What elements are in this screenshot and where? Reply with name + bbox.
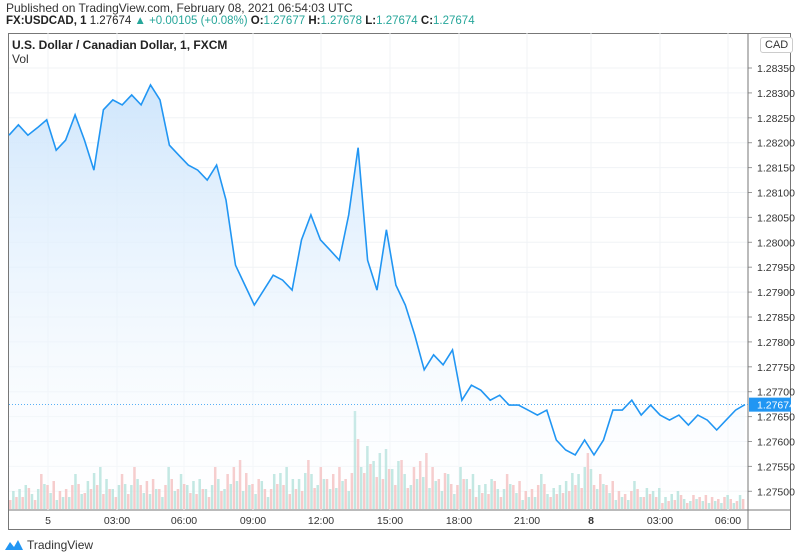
x-tick-label: 09:00 bbox=[240, 515, 266, 527]
change: +0.00105 (+0.08%) bbox=[149, 15, 248, 27]
currency-badge[interactable]: CAD bbox=[760, 37, 794, 53]
y-tick-label: 1.27700 bbox=[757, 387, 795, 399]
price-area-fill bbox=[9, 84, 745, 510]
last-price: 1.27674 bbox=[89, 15, 132, 27]
tradingview-logo[interactable]: TradingView bbox=[4, 538, 93, 552]
volume-label: Vol bbox=[12, 52, 29, 66]
y-tick-label: 1.27500 bbox=[757, 486, 795, 498]
x-tick-label: 8 bbox=[588, 515, 594, 527]
y-tick-label: 1.28100 bbox=[757, 188, 795, 200]
x-tick-label: 5 bbox=[45, 515, 51, 527]
symbol-info: FX:USDCAD, 1 1.27674 ▲ +0.00105 (+0.08%)… bbox=[6, 15, 475, 27]
y-tick-label: 1.27750 bbox=[757, 362, 795, 374]
x-tick-label: 06:00 bbox=[715, 515, 741, 527]
y-tick-label: 1.27600 bbox=[757, 437, 795, 449]
up-arrow-icon: ▲ bbox=[134, 15, 146, 27]
x-tick-label: 06:00 bbox=[171, 515, 197, 527]
x-tick-label: 12:00 bbox=[308, 515, 334, 527]
symbol: FX:USDCAD, 1 bbox=[6, 15, 87, 27]
x-tick-label: 15:00 bbox=[377, 515, 403, 527]
y-tick-label: 1.28000 bbox=[757, 237, 795, 249]
y-tick-label: 1.28350 bbox=[757, 63, 795, 75]
tradingview-logo-icon bbox=[5, 540, 23, 550]
x-tick-label: 03:00 bbox=[647, 515, 673, 527]
x-tick-label: 03:00 bbox=[104, 515, 130, 527]
close-label: C: bbox=[420, 15, 434, 27]
y-tick-label: 1.27550 bbox=[757, 461, 795, 473]
y-tick-label: 1.27650 bbox=[757, 412, 795, 424]
high-label: H: bbox=[308, 15, 321, 27]
logo-text: TradingView bbox=[27, 538, 94, 552]
y-tick-label: 1.27900 bbox=[757, 287, 795, 299]
open-value: 1.27677 bbox=[263, 15, 306, 27]
y-tick-label: 1.27950 bbox=[757, 262, 795, 274]
y-tick-label: 1.28150 bbox=[757, 163, 795, 175]
chart-frame bbox=[8, 33, 791, 530]
close-value: 1.27674 bbox=[433, 15, 475, 27]
low-label: L: bbox=[365, 15, 377, 27]
y-tick-label: 1.28200 bbox=[757, 138, 795, 150]
open-label: O: bbox=[250, 15, 264, 27]
last-price-marker bbox=[749, 397, 791, 412]
published-note: Published on TradingView.com, February 0… bbox=[6, 1, 353, 15]
y-tick-label: 1.27800 bbox=[757, 337, 795, 349]
x-tick-label: 21:00 bbox=[514, 515, 540, 527]
y-tick-label: 1.28050 bbox=[757, 212, 795, 224]
y-tick-label: 1.27850 bbox=[757, 312, 795, 324]
y-tick-label: 1.28250 bbox=[757, 113, 795, 125]
low-value: 1.27674 bbox=[376, 15, 418, 27]
last-price-label: 1.27674 bbox=[757, 400, 795, 412]
chart-title: U.S. Dollar / Canadian Dollar, 1, FXCM bbox=[12, 38, 228, 52]
x-tick-label: 18:00 bbox=[446, 515, 472, 527]
y-tick-label: 1.28300 bbox=[757, 88, 795, 100]
high-value: 1.27678 bbox=[320, 15, 363, 27]
